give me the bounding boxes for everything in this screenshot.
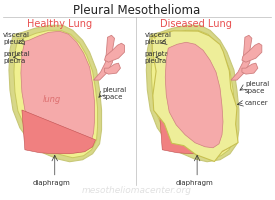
Polygon shape: [9, 25, 101, 162]
Text: mesotheliomacenter.org: mesotheliomacenter.org: [82, 186, 192, 195]
Text: pleural
space: pleural space: [103, 87, 127, 100]
Text: parietal
pleura: parietal pleura: [144, 51, 171, 64]
Polygon shape: [104, 63, 120, 74]
Polygon shape: [151, 30, 235, 158]
Polygon shape: [94, 35, 114, 80]
Polygon shape: [22, 110, 96, 154]
Text: diaphragm: diaphragm: [175, 180, 213, 186]
Polygon shape: [242, 63, 258, 74]
Polygon shape: [231, 35, 252, 80]
Text: visceral
pleura: visceral pleura: [144, 32, 171, 45]
Polygon shape: [242, 43, 262, 62]
Text: pleural
space: pleural space: [245, 81, 269, 94]
Text: Healthy Lung: Healthy Lung: [27, 19, 92, 29]
Polygon shape: [165, 42, 223, 148]
Text: lung: lung: [43, 96, 61, 104]
Text: diaphragm: diaphragm: [33, 180, 71, 186]
Text: visceral
pleura: visceral pleura: [3, 32, 30, 45]
Text: parietal
pleura: parietal pleura: [3, 51, 30, 64]
Polygon shape: [152, 31, 238, 161]
Polygon shape: [146, 25, 239, 162]
Text: lung: lung: [185, 100, 203, 109]
Polygon shape: [159, 110, 233, 154]
Polygon shape: [21, 31, 95, 153]
Text: Pleural Mesothelioma: Pleural Mesothelioma: [73, 4, 200, 17]
Polygon shape: [104, 43, 125, 62]
Text: cancer: cancer: [245, 100, 268, 106]
Polygon shape: [14, 30, 98, 158]
Text: Diseased Lung: Diseased Lung: [160, 19, 232, 29]
